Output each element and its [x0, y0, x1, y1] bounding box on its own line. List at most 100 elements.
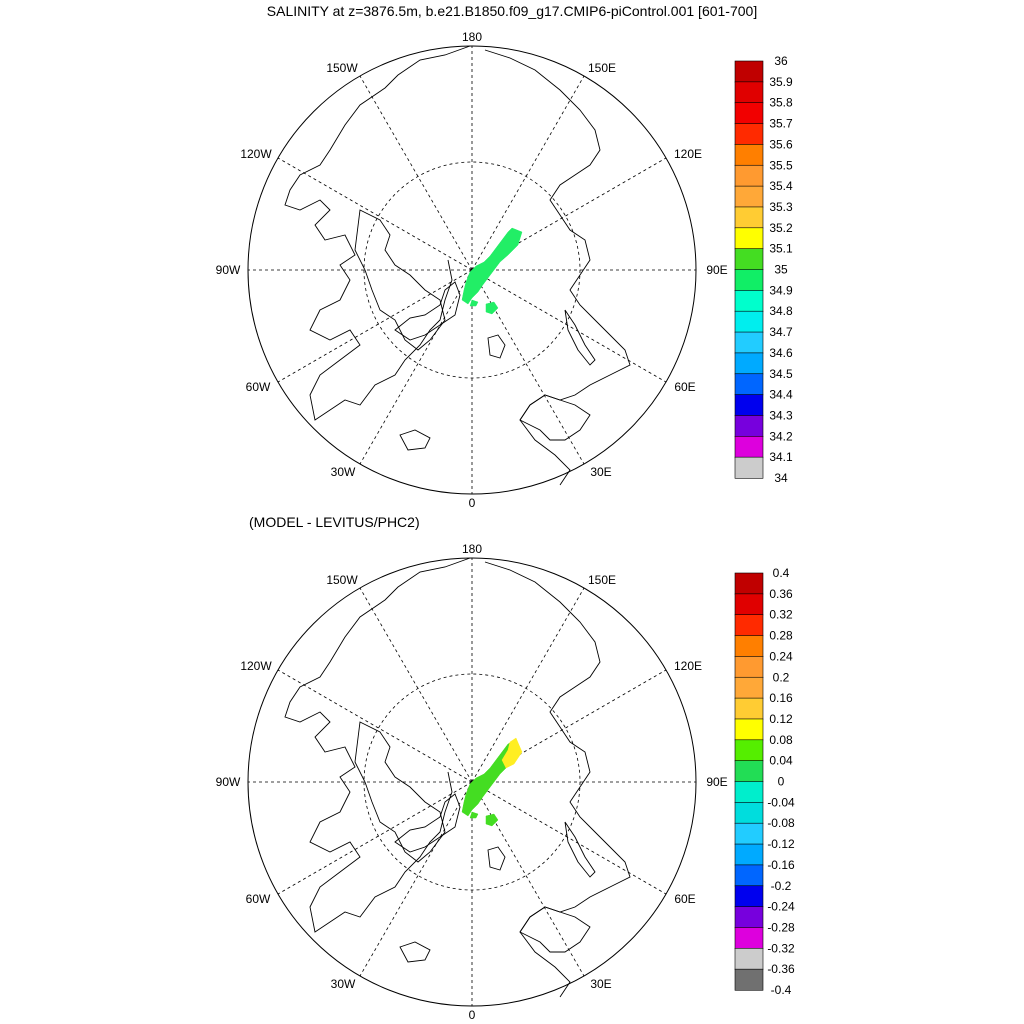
- colorbar-tick-label: 0: [778, 775, 785, 789]
- coastline-eurasia: [484, 561, 631, 998]
- colorbar-tick-label: -0.16: [767, 858, 795, 872]
- bottom-panel-title: (MODEL - LEVITUS/PHC2): [249, 514, 420, 530]
- longitude-label-60w: 60W: [246, 380, 271, 394]
- colorbar: 36 35.9 35.8 35.7 35.6 35.5 35.4 35.3 35.2 35.1 35…: [734, 54, 793, 485]
- meridian-line: [277, 669, 473, 783]
- colorbar-swatch: [734, 760, 764, 783]
- longitude-label-150w: 150W: [326, 61, 358, 75]
- coastline-svalbard: [487, 334, 506, 359]
- coastline-novaya-zemlya: [564, 309, 596, 366]
- longitude-label-0: 0: [469, 1008, 476, 1022]
- meridian-line: [359, 75, 473, 271]
- colorbar-swatch: [734, 373, 764, 396]
- colorbar-swatch: [734, 310, 764, 333]
- top-polar-map: 180 150W 150E 120W 120E 90W 90E 60W 60E 30W 30E 0 3…: [216, 30, 793, 510]
- meridian-line: [277, 157, 473, 271]
- colorbar-swatch: [734, 822, 764, 845]
- meridian-line: [471, 269, 585, 465]
- longitude-label-120e: 120E: [674, 659, 702, 673]
- colorbar-tick-label: 35.9: [769, 75, 793, 89]
- colorbar-swatch: [734, 676, 764, 699]
- colorbar-swatch: [734, 947, 764, 970]
- colorbar-tick-label: 0.2: [773, 670, 790, 684]
- longitude-label-150e: 150E: [588, 573, 616, 587]
- meridian-line: [359, 269, 473, 465]
- colorbar-swatch: [734, 635, 764, 658]
- longitude-label-90e: 90E: [706, 775, 727, 789]
- colorbar-swatch: [734, 227, 764, 250]
- colorbar-tick-label: 35: [774, 263, 788, 277]
- colorbar-tick-label: 34.7: [769, 325, 793, 339]
- longitude-label-30e: 30E: [590, 465, 611, 479]
- colorbar-tick-label: 0.28: [769, 629, 793, 643]
- colorbar-swatch: [734, 802, 764, 824]
- colorbar-swatch: [734, 593, 764, 616]
- colorbar-swatch: [734, 435, 764, 458]
- field-patch-small: [485, 301, 499, 315]
- coastline-north-america: [284, 45, 471, 421]
- meridian-line: [471, 75, 585, 271]
- longitude-label-180: 180: [462, 30, 482, 44]
- colorbar-tick-label: 34.2: [769, 429, 793, 443]
- colorbar-swatch: [734, 144, 764, 166]
- colorbar-tick-label: 34.5: [769, 367, 793, 381]
- meridian-line: [471, 781, 667, 895]
- colorbar-tick-label: 0.12: [769, 712, 793, 726]
- meridian-line: [359, 587, 473, 783]
- colorbar-tick-label: 34.6: [769, 346, 793, 360]
- colorbar-swatch: [734, 269, 764, 291]
- colorbar-tick-label: 35.1: [769, 242, 793, 256]
- top-panel-title: SALINITY at z=3876.5m, b.e21.B1850.f09_g…: [266, 3, 758, 19]
- colorbar-swatch: [734, 697, 764, 720]
- colorbar-tick-label: 0.16: [769, 691, 793, 705]
- longitude-label-60e: 60E: [674, 380, 695, 394]
- longitude-label-150w: 150W: [326, 573, 358, 587]
- coastline-scandinavia: [519, 394, 591, 441]
- coastlines: [284, 45, 631, 486]
- colorbar-swatch: [734, 394, 764, 417]
- longitude-label-120w: 120W: [240, 147, 272, 161]
- longitude-label-0: 0: [469, 496, 476, 510]
- coastline-novaya-zemlya: [564, 821, 596, 878]
- longitude-label-60w: 60W: [246, 892, 271, 906]
- colorbar-tick-label: 35.2: [769, 221, 793, 235]
- colorbar-tick-label: 36: [774, 54, 788, 68]
- colorbar-tick-label: -0.24: [767, 900, 795, 914]
- colorbar-tick-label: -0.08: [767, 816, 795, 830]
- field-patch-positive-anomaly: [501, 737, 523, 769]
- colorbar-swatch: [734, 906, 764, 929]
- colorbar-tick-label: 35.7: [769, 117, 793, 131]
- colorbar-swatch: [734, 102, 764, 125]
- meridian-line: [471, 269, 667, 383]
- colorbar-tick-label: -0.28: [767, 920, 795, 934]
- colorbar-swatch: [734, 614, 764, 637]
- longitude-label-30e: 30E: [590, 977, 611, 991]
- field-patch-ridge: [461, 227, 523, 305]
- colorbar-tick-label: 35.3: [769, 200, 793, 214]
- coastline-scandinavia: [519, 906, 591, 953]
- coastline-greenland: [394, 281, 461, 341]
- meridian-line: [359, 781, 473, 977]
- meridian-line: [471, 781, 585, 977]
- coastline-svalbard: [487, 846, 506, 871]
- field-patch-small: [469, 811, 479, 819]
- colorbar: 0.4 0.36 0.32 0.28 0.24 0.2 0.16 0.12 0.08 0.04 0 -…: [734, 566, 795, 997]
- colorbar-swatch: [734, 656, 764, 678]
- field-patch-small: [485, 813, 499, 827]
- colorbar-swatch: [734, 781, 764, 803]
- colorbar-swatch: [734, 81, 764, 104]
- colorbar-tick-label: 0.32: [769, 608, 793, 622]
- colorbar-swatch: [734, 248, 764, 271]
- salinity-field: [461, 227, 523, 315]
- colorbar-swatch: [734, 864, 764, 887]
- colorbar-tick-label: 0.04: [769, 754, 793, 768]
- coastlines: [284, 557, 631, 998]
- colorbar-tick-label: 34.9: [769, 283, 793, 297]
- colorbar-tick-label: 0.36: [769, 587, 793, 601]
- longitude-label-90e: 90E: [706, 263, 727, 277]
- colorbar-tick-label: -0.2: [771, 879, 792, 893]
- colorbar-tick-label: 34.1: [769, 450, 793, 464]
- coastline-canadian-archipelago: [354, 209, 446, 351]
- colorbar-tick-label: -0.36: [767, 962, 795, 976]
- colorbar-swatch: [734, 843, 764, 866]
